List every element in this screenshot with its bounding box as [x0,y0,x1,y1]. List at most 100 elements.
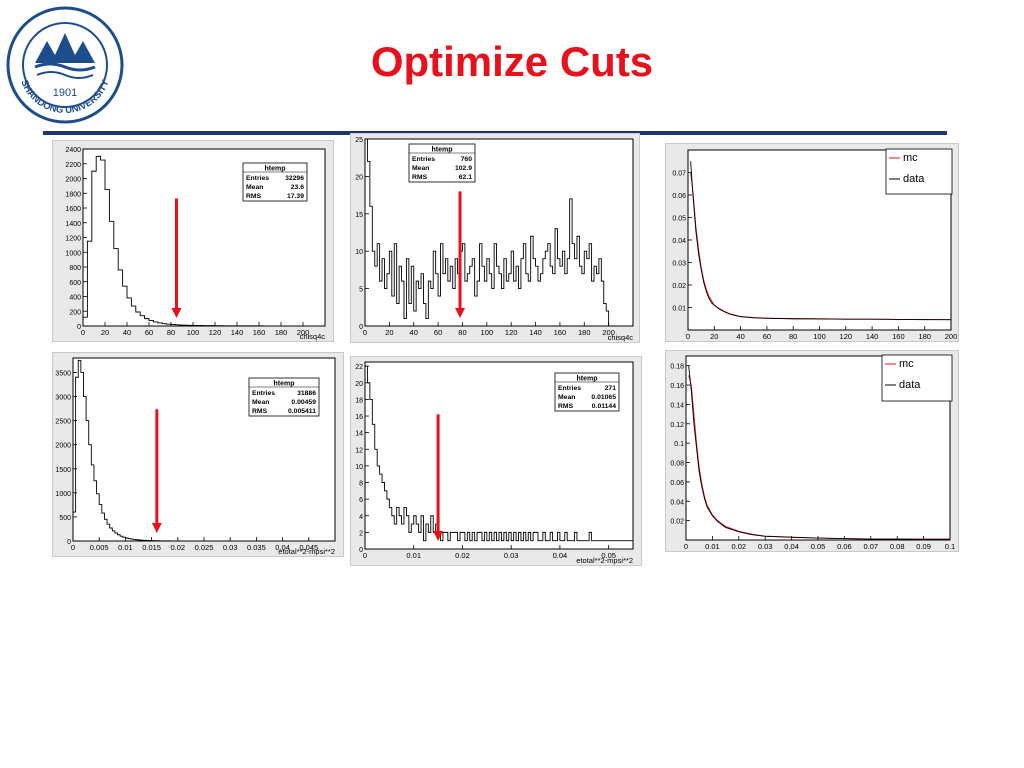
x-tick-label: 0 [71,543,75,552]
stats-box-title: htemp [577,376,598,383]
x-tick-label: 0.015 [142,543,161,552]
chart-svg-3: 0 0.005 0.01 0.015 0.02 0.025 0.03 0.035 0.04 0.0… [55,357,336,556]
stats-label: Entries [558,385,581,392]
stats-value: 0.00459 [291,399,316,406]
stats-value: 23.6 [291,184,304,191]
legend-label-mc: mc [899,358,914,370]
x-tick-label: 200 [297,328,310,337]
series-line-data [690,161,951,321]
y-tick-label: 0.04 [672,238,686,245]
y-tick-label: 20 [355,174,363,181]
x-tick-label: 40 [736,332,744,341]
y-tick-label: 0.18 [670,364,684,371]
x-tick-label: 0.01 [118,543,133,552]
y-tick-label: 20 [355,381,363,388]
y-tick-label: 12 [355,447,363,454]
x-tick-label: 100 [187,328,200,337]
x-tick-label: 80 [167,328,175,337]
chart-chisq4c-mc-data: 0 20 40 60 80 100 120 140 160 180 200 0.01 0.02 0.03 0… [665,143,959,342]
stats-value: 17.39 [287,193,304,200]
x-tick-label: 100 [813,332,826,341]
x-tick-label: 0.02 [455,551,470,560]
y-tick-label: 6 [359,497,363,504]
x-axis-label: etotal**2-mpsi**2 [576,556,633,565]
x-tick-label: 40 [410,328,418,337]
x-tick-label: 180 [918,332,931,341]
x-tick-label: 0.035 [247,543,266,552]
y-tick-label: 1000 [55,491,71,498]
y-tick-label: 3000 [55,395,71,402]
x-tick-label: 160 [253,328,266,337]
x-axis-label: chisq4c [608,333,634,342]
y-tick-label: 10 [355,249,363,256]
y-tick-label: 0 [359,547,363,554]
y-tick-label: 800 [69,265,81,272]
y-tick-label: 200 [69,309,81,316]
y-tick-label: 0.04 [670,499,684,506]
x-tick-label: 0.02 [170,543,185,552]
x-tick-label: 140 [529,328,542,337]
x-tick-label: 0.04 [553,551,568,560]
stats-label: Entries [412,156,435,163]
x-tick-label: 60 [763,332,771,341]
stats-label: RMS [246,193,262,200]
svg-text:1901: 1901 [53,87,77,99]
stats-value: 32296 [285,175,304,182]
y-tick-label: 0.16 [670,383,684,390]
chart-svg-5: 0 0.01 0.02 0.03 0.04 0.05 0.06 0.07 0.08 0.09 0.1… [670,354,955,551]
stats-box-title: htemp [432,147,453,154]
y-tick-label: 0 [77,324,81,331]
y-tick-label: 0.08 [670,461,684,468]
y-tick-label: 0.02 [670,519,684,526]
cut-arrow-head [171,308,182,318]
y-tick-label: 5 [359,287,363,294]
x-tick-label: 160 [554,328,567,337]
y-tick-label: 2500 [55,419,71,426]
y-tick-label: 0 [67,539,71,546]
histogram-series [364,365,634,549]
stats-box-title: htemp [274,381,295,388]
x-tick-label: 0.025 [195,543,214,552]
legend: mc data [881,354,953,402]
y-tick-label: 0 [359,324,363,331]
x-tick-label: 0.03 [223,543,238,552]
y-tick-label: 0.02 [672,283,686,290]
y-tick-label: 2200 [65,162,81,169]
y-tick-label: 0.06 [672,193,686,200]
chart-etotal-mc-data: 0 0.01 0.02 0.03 0.04 0.05 0.06 0.07 0.08 0.09 0.1… [665,350,959,552]
y-tick-label: 600 [69,280,81,287]
y-tick-label: 3500 [55,370,71,377]
x-axis-label: chisq4c [300,332,326,341]
x-tick-label: 0.09 [916,542,931,551]
stats-box-title: htemp [265,166,286,173]
x-tick-label: 0.04 [784,542,799,551]
x-tick-label: 20 [101,328,109,337]
y-tick-label: 0.03 [672,261,686,268]
x-tick-label: 80 [458,328,466,337]
y-tick-label: 1400 [65,221,81,228]
y-tick-label: 25 [355,137,363,144]
x-tick-label: 20 [385,328,393,337]
slide-title: Optimize Cuts [370,38,654,85]
x-tick-label: 0.06 [837,542,852,551]
chart-svg-4: 0 0.01 0.02 0.03 0.04 0.05 0 2 4 6 8 10 12 14 16 18 20 22… [355,361,634,565]
y-tick-label: 0.07 [672,171,686,178]
cut-arrow-head [455,308,466,318]
stats-box-frame [554,372,620,412]
x-tick-label: 20 [710,332,718,341]
stats-label: Mean [558,394,575,401]
legend: mc data [885,148,953,195]
y-tick-label: 0.01 [672,306,686,313]
stats-label: Mean [252,399,269,406]
x-tick-label: 0.01 [406,551,421,560]
x-tick-label: 0.01 [705,542,720,551]
stats-box: htemp Entries 32296 Mean 23.6 RMS 17.39 [242,162,308,202]
x-tick-label: 0 [81,328,85,337]
stats-label: RMS [252,408,268,415]
legend-label-data: data [899,379,921,391]
stats-value: 0.01144 [592,403,616,410]
y-tick-label: 2000 [65,177,81,184]
stats-box-frame [248,377,320,417]
x-tick-label: 0 [363,328,367,337]
y-tick-label: 18 [355,397,363,404]
